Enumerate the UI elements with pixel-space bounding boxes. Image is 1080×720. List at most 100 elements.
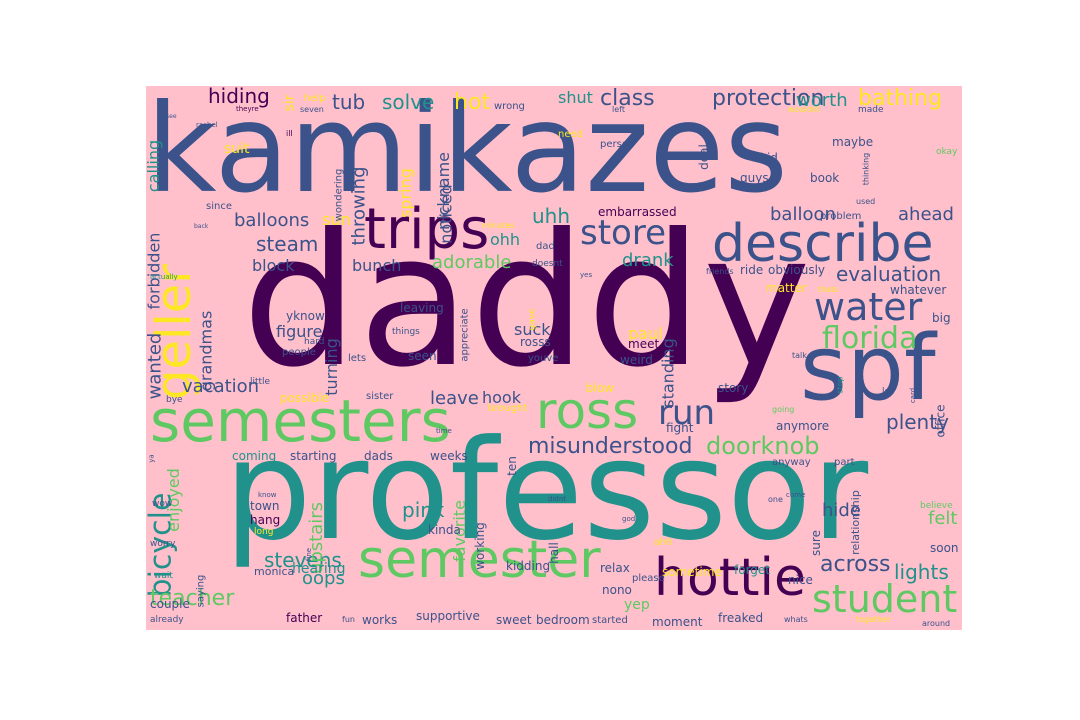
word: anyway bbox=[772, 457, 811, 468]
word: didnt bbox=[548, 495, 567, 503]
word: hot bbox=[454, 90, 491, 115]
word: come bbox=[786, 491, 806, 499]
word: starting bbox=[290, 449, 337, 463]
word: couple bbox=[150, 597, 190, 611]
word: store bbox=[580, 213, 666, 253]
word: father bbox=[286, 611, 323, 625]
word: trips bbox=[364, 197, 490, 262]
word: seen bbox=[408, 349, 437, 363]
word: guys bbox=[740, 171, 769, 185]
word-cloud: kamikazes daddy professor semesters spf … bbox=[146, 86, 962, 630]
word: forget bbox=[734, 563, 770, 577]
word: yep bbox=[624, 597, 650, 613]
word: deal bbox=[696, 144, 711, 170]
word: water bbox=[814, 285, 923, 329]
word: stop bbox=[835, 375, 845, 394]
word: worth bbox=[796, 90, 848, 111]
word: student bbox=[812, 577, 958, 621]
word: sir bbox=[280, 94, 297, 111]
word: freaked bbox=[718, 611, 764, 625]
word: leaving bbox=[400, 301, 444, 315]
word: book bbox=[810, 171, 840, 185]
word: lot bbox=[882, 387, 894, 397]
word: going bbox=[772, 405, 795, 414]
word: dad bbox=[536, 241, 555, 252]
word: wrong bbox=[494, 101, 525, 112]
word: rachel bbox=[196, 121, 218, 129]
word: ahh bbox=[654, 537, 673, 548]
word: relationship bbox=[848, 490, 862, 555]
word: see bbox=[166, 113, 177, 120]
word: ross bbox=[536, 382, 639, 440]
word: person bbox=[600, 139, 635, 150]
word: block bbox=[252, 256, 295, 275]
word: works bbox=[362, 613, 398, 627]
word: little bbox=[250, 377, 271, 387]
word: started bbox=[592, 615, 628, 626]
word: okay bbox=[936, 147, 958, 157]
word: supportive bbox=[416, 609, 480, 623]
word: sun bbox=[322, 210, 351, 229]
word: bedroom bbox=[536, 613, 590, 627]
word: actually bbox=[150, 273, 178, 281]
word: talk bbox=[792, 351, 807, 360]
word: hide bbox=[822, 500, 861, 521]
word: one bbox=[768, 495, 783, 504]
word: weird bbox=[620, 353, 653, 367]
word: problem bbox=[820, 211, 862, 222]
word: moment bbox=[652, 615, 703, 629]
word: standing bbox=[658, 337, 678, 408]
word: maybe bbox=[832, 135, 874, 149]
word: felt bbox=[928, 508, 958, 529]
word: seven bbox=[300, 105, 324, 114]
word: appreciate bbox=[459, 307, 471, 362]
word: help bbox=[304, 93, 326, 104]
word: need bbox=[558, 129, 583, 140]
word: run bbox=[658, 393, 716, 433]
word: weeks bbox=[430, 449, 468, 463]
word: possible bbox=[280, 391, 330, 405]
word: relax bbox=[600, 561, 630, 575]
word: theyre bbox=[236, 105, 259, 113]
word: thinking bbox=[860, 152, 870, 185]
word: worry bbox=[150, 539, 176, 549]
word: kinda bbox=[428, 523, 461, 537]
word: hiding bbox=[208, 86, 270, 108]
word: long bbox=[254, 527, 274, 537]
word: made bbox=[858, 105, 884, 115]
word: god bbox=[622, 515, 636, 523]
word: gave bbox=[527, 307, 538, 331]
word: blow bbox=[586, 381, 615, 395]
word: fun bbox=[342, 615, 355, 624]
word: kamikazes bbox=[146, 86, 788, 220]
word: things bbox=[392, 327, 420, 337]
word: balloon bbox=[770, 204, 836, 225]
word: hard bbox=[304, 337, 325, 347]
word: leave bbox=[430, 388, 479, 409]
word: grandmas bbox=[195, 310, 215, 391]
word: ahead bbox=[898, 204, 954, 225]
word: ten bbox=[504, 456, 519, 476]
word: hearing bbox=[292, 561, 346, 577]
word: steam bbox=[256, 232, 319, 256]
word: around bbox=[922, 619, 951, 628]
word: rosss bbox=[520, 335, 551, 349]
word: hang bbox=[250, 513, 281, 527]
word: ohh bbox=[490, 230, 521, 249]
word: obviously bbox=[768, 263, 826, 277]
word: balloons bbox=[234, 210, 310, 231]
word: misunderstood bbox=[528, 434, 693, 459]
word: solve bbox=[382, 90, 435, 114]
word: figure bbox=[276, 322, 323, 341]
word: kidding bbox=[506, 559, 551, 573]
word: forbidden bbox=[146, 232, 163, 309]
word: noticed bbox=[436, 183, 456, 244]
word: ill bbox=[286, 129, 293, 138]
word: thats bbox=[818, 285, 839, 294]
word: doesnt bbox=[532, 259, 563, 269]
word: uhh bbox=[532, 204, 571, 228]
word: sometime bbox=[662, 565, 722, 579]
word: wow bbox=[152, 499, 173, 509]
word: big bbox=[932, 311, 951, 325]
word: throwing bbox=[348, 165, 370, 246]
